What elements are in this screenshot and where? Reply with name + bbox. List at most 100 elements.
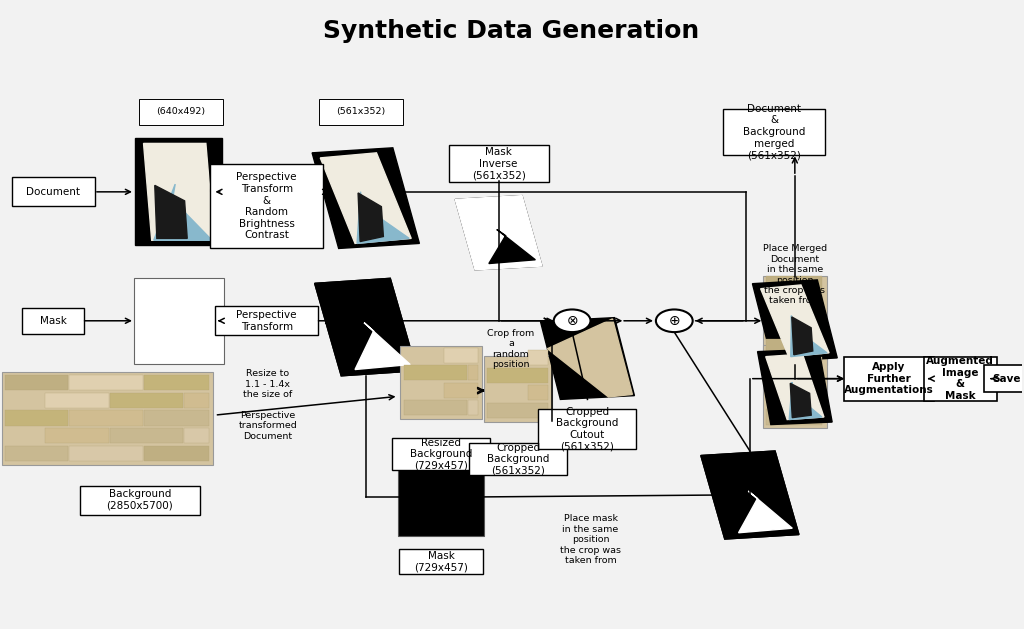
FancyBboxPatch shape <box>763 276 826 365</box>
Polygon shape <box>355 323 411 370</box>
Text: Cropped
Background
(561x352): Cropped Background (561x352) <box>486 443 549 476</box>
FancyBboxPatch shape <box>400 345 482 419</box>
Text: Document
&
Background
merged
(561x352): Document & Background merged (561x352) <box>743 104 806 160</box>
FancyBboxPatch shape <box>403 365 467 380</box>
FancyBboxPatch shape <box>924 357 996 401</box>
Polygon shape <box>358 193 383 242</box>
Text: (640x492): (640x492) <box>157 108 206 116</box>
Text: Augmented
Image
&
Mask: Augmented Image & Mask <box>927 356 994 401</box>
FancyBboxPatch shape <box>527 350 548 365</box>
FancyBboxPatch shape <box>4 445 68 460</box>
FancyBboxPatch shape <box>468 400 478 415</box>
Polygon shape <box>753 280 838 362</box>
FancyBboxPatch shape <box>392 438 490 470</box>
FancyBboxPatch shape <box>483 355 552 421</box>
FancyBboxPatch shape <box>143 410 209 425</box>
FancyBboxPatch shape <box>215 306 318 335</box>
FancyBboxPatch shape <box>766 374 822 389</box>
Polygon shape <box>541 318 635 399</box>
Text: (561x352): (561x352) <box>336 108 385 116</box>
FancyBboxPatch shape <box>527 385 548 400</box>
Circle shape <box>656 309 692 332</box>
Text: Background
(2850x5700): Background (2850x5700) <box>106 489 173 511</box>
FancyBboxPatch shape <box>807 294 822 309</box>
FancyBboxPatch shape <box>444 382 478 398</box>
Polygon shape <box>455 196 542 270</box>
Text: ⊗: ⊗ <box>566 314 578 328</box>
Polygon shape <box>155 186 187 238</box>
FancyBboxPatch shape <box>110 392 183 408</box>
Polygon shape <box>791 383 811 418</box>
Polygon shape <box>792 317 813 355</box>
FancyBboxPatch shape <box>69 410 142 425</box>
FancyBboxPatch shape <box>110 428 183 443</box>
Text: Mask
(729x457): Mask (729x457) <box>415 551 468 572</box>
FancyBboxPatch shape <box>403 400 467 415</box>
FancyBboxPatch shape <box>723 109 825 155</box>
Polygon shape <box>135 138 222 245</box>
FancyBboxPatch shape <box>486 403 548 418</box>
Polygon shape <box>314 278 417 376</box>
Polygon shape <box>758 349 833 425</box>
Text: Document: Document <box>27 187 80 197</box>
Polygon shape <box>700 451 799 539</box>
Text: Mask: Mask <box>40 316 67 326</box>
Text: Cropped
Background
Cutout
(561x352): Cropped Background Cutout (561x352) <box>556 406 618 452</box>
FancyBboxPatch shape <box>80 486 201 515</box>
Polygon shape <box>312 148 420 248</box>
FancyBboxPatch shape <box>398 458 484 536</box>
Polygon shape <box>357 192 410 243</box>
FancyBboxPatch shape <box>45 428 109 443</box>
FancyBboxPatch shape <box>444 347 478 362</box>
FancyBboxPatch shape <box>807 392 822 407</box>
FancyBboxPatch shape <box>539 409 637 449</box>
FancyBboxPatch shape <box>469 443 567 475</box>
FancyBboxPatch shape <box>486 367 548 382</box>
FancyBboxPatch shape <box>184 392 209 408</box>
FancyBboxPatch shape <box>4 375 68 390</box>
FancyBboxPatch shape <box>45 392 109 408</box>
FancyBboxPatch shape <box>210 164 324 248</box>
Polygon shape <box>321 153 412 243</box>
Text: Synthetic Data Generation: Synthetic Data Generation <box>323 19 699 43</box>
Circle shape <box>554 309 591 332</box>
FancyBboxPatch shape <box>184 428 209 443</box>
Polygon shape <box>761 285 829 357</box>
Polygon shape <box>455 196 542 270</box>
FancyBboxPatch shape <box>318 99 402 125</box>
FancyBboxPatch shape <box>468 365 478 380</box>
FancyBboxPatch shape <box>807 357 822 372</box>
Text: ⊕: ⊕ <box>669 314 680 328</box>
FancyBboxPatch shape <box>766 339 822 354</box>
FancyBboxPatch shape <box>143 375 209 390</box>
FancyBboxPatch shape <box>766 311 822 326</box>
Text: Resized
Background
(729x457): Resized Background (729x457) <box>411 438 472 470</box>
Text: Perspective
Transform: Perspective Transform <box>237 310 297 331</box>
Polygon shape <box>143 143 214 240</box>
Polygon shape <box>548 319 633 397</box>
FancyBboxPatch shape <box>4 410 68 425</box>
Polygon shape <box>488 230 536 264</box>
Text: Save: Save <box>992 374 1021 384</box>
FancyBboxPatch shape <box>766 347 822 362</box>
Polygon shape <box>314 278 417 376</box>
FancyBboxPatch shape <box>139 99 223 125</box>
FancyBboxPatch shape <box>399 549 483 574</box>
Text: Place Merged
Document
in the same
position
the crop was
taken from: Place Merged Document in the same positi… <box>763 245 827 305</box>
Text: Apply
Further
Augmentations: Apply Further Augmentations <box>844 362 934 395</box>
Polygon shape <box>791 316 827 357</box>
Polygon shape <box>154 184 212 240</box>
Text: Place mask
in the same
position
the crop was
taken from: Place mask in the same position the crop… <box>560 515 621 565</box>
FancyBboxPatch shape <box>984 365 1024 392</box>
Text: Perspective
Transform
&
Random
Brightness
Contrast: Perspective Transform & Random Brightnes… <box>237 172 297 240</box>
FancyBboxPatch shape <box>807 329 822 344</box>
Polygon shape <box>738 491 793 533</box>
FancyBboxPatch shape <box>143 445 209 460</box>
FancyBboxPatch shape <box>763 345 826 428</box>
Polygon shape <box>790 382 822 420</box>
FancyBboxPatch shape <box>766 276 822 291</box>
Polygon shape <box>766 354 824 420</box>
FancyBboxPatch shape <box>69 445 142 460</box>
FancyBboxPatch shape <box>22 308 84 334</box>
FancyBboxPatch shape <box>1 372 213 464</box>
